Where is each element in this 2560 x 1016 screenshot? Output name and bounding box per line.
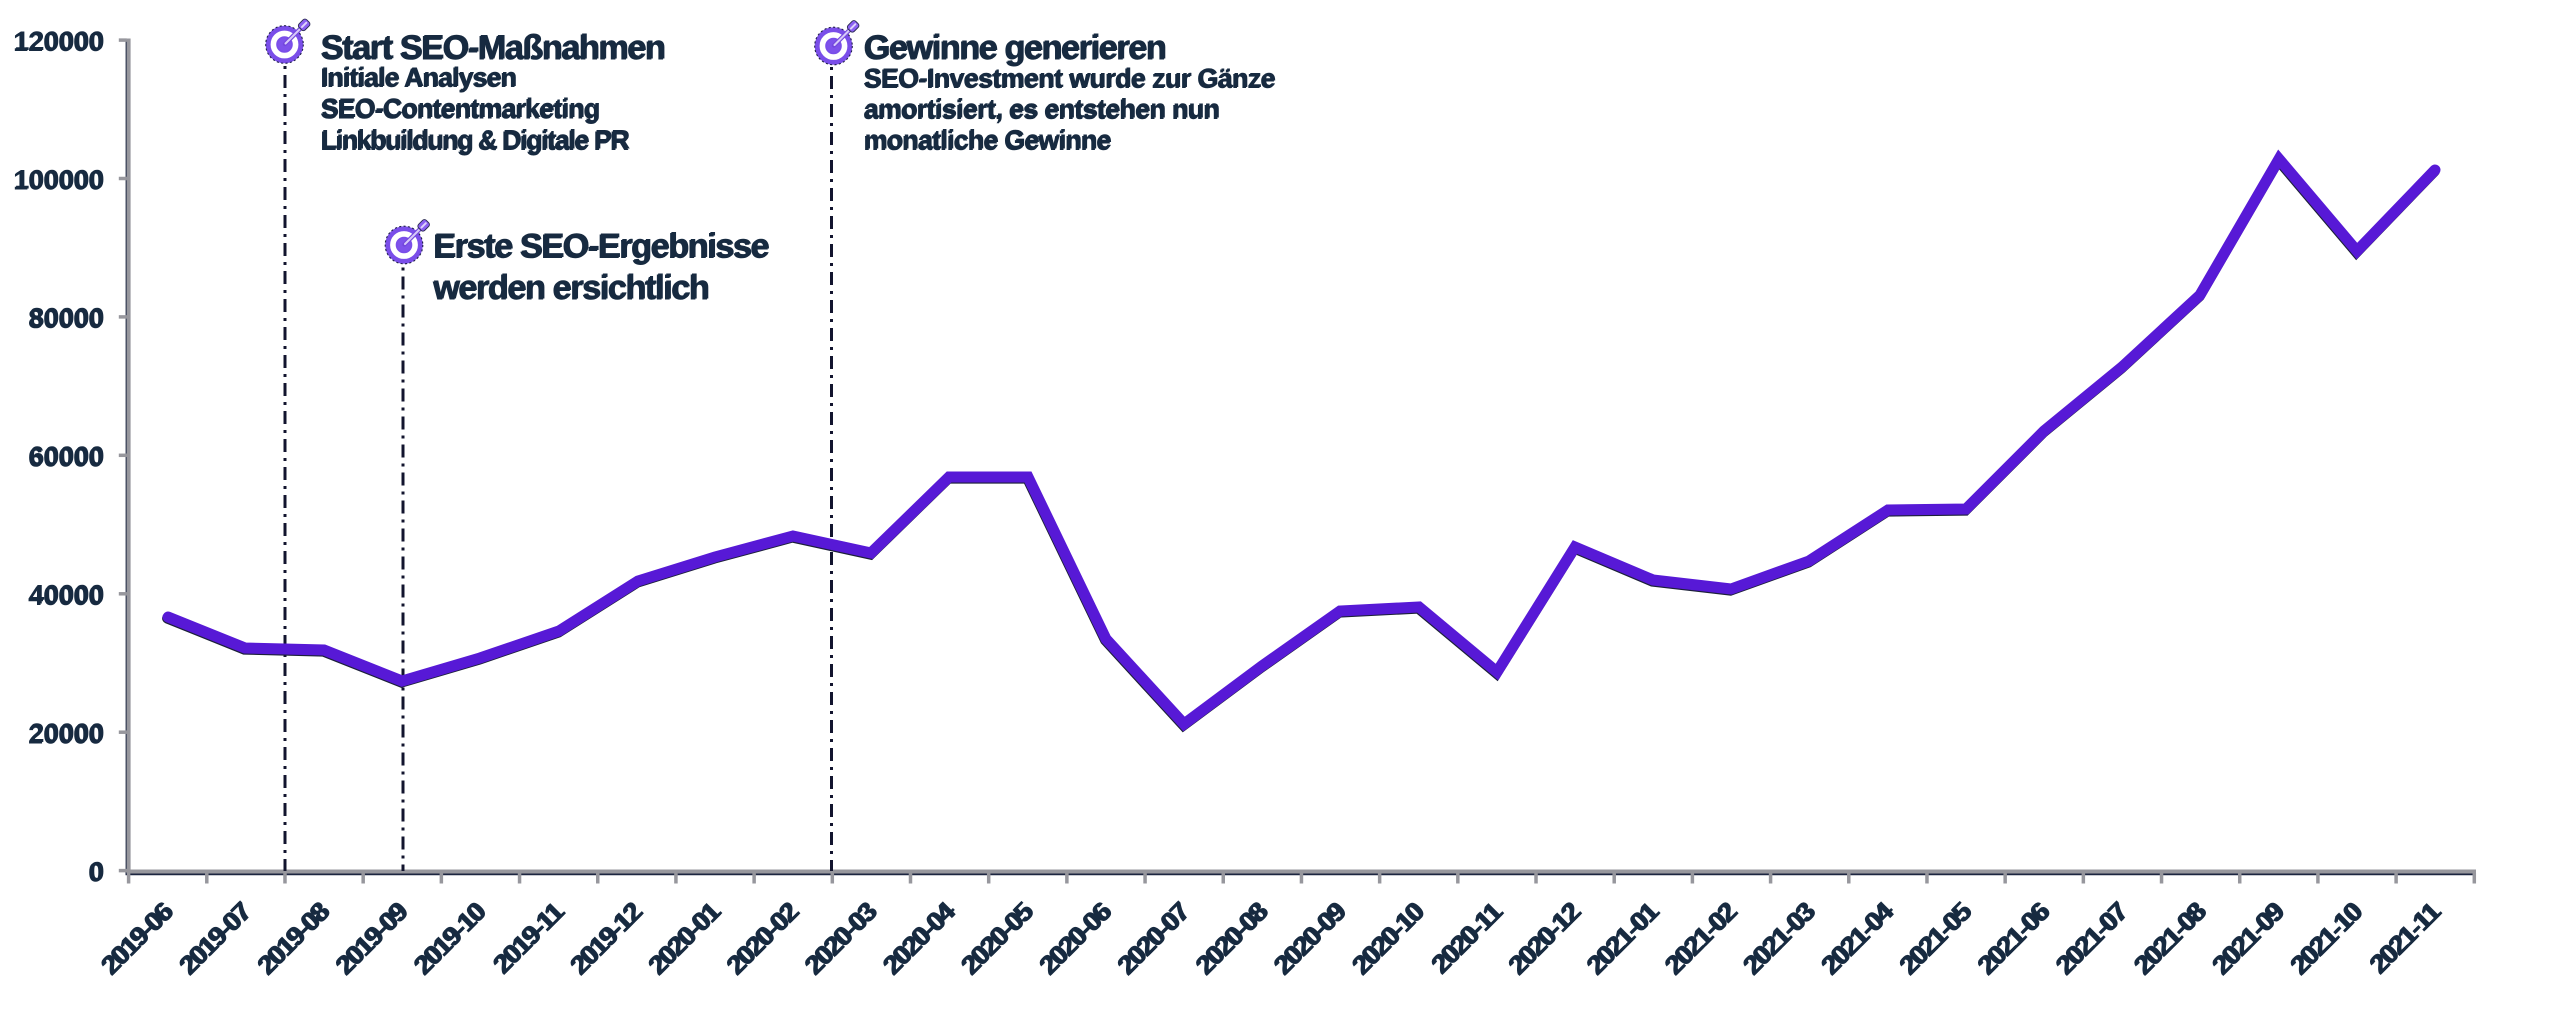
svg-text:Initiale Analysen: Initiale Analysen [320, 63, 515, 93]
svg-text:Start SEO-Maßnahmen: Start SEO-Maßnahmen [322, 28, 666, 66]
svg-text:SEO-Investment wurde zur Gänze: SEO-Investment wurde zur Gänze [863, 64, 1274, 94]
svg-text:2020-07: 2020-07 [1112, 896, 1196, 980]
svg-text:monatliche Gewinne: monatliche Gewinne [865, 125, 1112, 155]
svg-text:40000: 40000 [29, 580, 104, 610]
svg-text:2021-11: 2021-11 [2364, 896, 2446, 978]
svg-text:Linkbuildung & Digitale PR: Linkbuildung & Digitale PR [322, 125, 631, 155]
svg-text:0: 0 [89, 856, 104, 886]
svg-text:Gewinne generieren: Gewinne generieren [863, 30, 1165, 68]
svg-text:2020-01: 2020-01 [643, 896, 727, 980]
svg-text:Erste SEO-Ergebnisse: Erste SEO-Ergebnisse [434, 227, 769, 265]
svg-text:2020-03: 2020-03 [800, 896, 884, 980]
svg-text:2021-07: 2021-07 [2051, 896, 2135, 980]
svg-text:2020-10: 2020-10 [1347, 896, 1431, 980]
svg-text:2019-07: 2019-07 [174, 896, 258, 980]
svg-text:60000: 60000 [28, 442, 103, 472]
svg-text:Initiale Analysen: Initiale Analysen [322, 62, 517, 92]
svg-text:2021-01: 2021-01 [1581, 896, 1665, 980]
svg-text:werden ersichtlich: werden ersichtlich [432, 270, 708, 308]
svg-text:SEO-Contentmarketing: SEO-Contentmarketing [322, 93, 601, 123]
svg-text:20000: 20000 [28, 719, 103, 749]
svg-text:100000: 100000 [13, 166, 103, 196]
svg-text:2019-12: 2019-12 [565, 896, 649, 980]
svg-text:2019-06: 2019-06 [96, 896, 180, 980]
svg-text:2020-02: 2020-02 [721, 896, 805, 980]
svg-text:2020-08: 2020-08 [1190, 896, 1274, 980]
svg-text:Erste SEO-Ergebnisse: Erste SEO-Ergebnisse [433, 228, 768, 266]
svg-text:amortisiert, es entstehen nun: amortisiert, es entstehen nun [865, 94, 1220, 124]
svg-text:2021-05: 2021-05 [1894, 896, 1978, 980]
svg-text:2019-08: 2019-08 [252, 896, 336, 980]
svg-text:2020-04: 2020-04 [878, 895, 962, 979]
svg-text:2019-10: 2019-10 [409, 896, 493, 980]
svg-text:2021-03: 2021-03 [1738, 896, 1822, 980]
svg-text:werden ersichtlich: werden ersichtlich [433, 268, 709, 306]
svg-text:2021-09: 2021-09 [2207, 896, 2291, 980]
svg-text:2020-11: 2020-11 [1426, 896, 1508, 978]
svg-text:100000: 100000 [14, 164, 104, 194]
svg-text:2019-11: 2019-11 [488, 896, 570, 978]
svg-text:2021-06: 2021-06 [1972, 896, 2056, 980]
svg-text:120000: 120000 [14, 26, 104, 56]
svg-text:SEO-Investment wurde zur Gänze: SEO-Investment wurde zur Gänze [865, 63, 1276, 93]
svg-text:2019-09: 2019-09 [330, 896, 414, 980]
svg-text:2020-06: 2020-06 [1034, 896, 1118, 980]
svg-text:SEO-Contentmarketing: SEO-Contentmarketing [320, 95, 599, 125]
svg-text:2021-04: 2021-04 [1816, 895, 1900, 979]
svg-text:2021-10: 2021-10 [2285, 896, 2369, 980]
svg-text:2020-05: 2020-05 [956, 896, 1040, 980]
svg-text:Linkbuildung & Digitale PR: Linkbuildung & Digitale PR [320, 126, 629, 156]
svg-text:20000: 20000 [29, 718, 104, 748]
svg-text:80000: 80000 [29, 303, 104, 333]
svg-text:0: 0 [88, 858, 103, 888]
svg-text:40000: 40000 [28, 581, 103, 611]
svg-text:2020-09: 2020-09 [1269, 896, 1353, 980]
svg-text:2020-12: 2020-12 [1503, 896, 1587, 980]
svg-text:monatliche Gewinne: monatliche Gewinne [863, 126, 1110, 156]
svg-text:2021-08: 2021-08 [2129, 896, 2213, 980]
svg-text:Start SEO-Maßnahmen: Start SEO-Maßnahmen [320, 30, 664, 68]
svg-text:80000: 80000 [28, 304, 103, 334]
svg-text:120000: 120000 [13, 27, 103, 57]
svg-text:amortisiert, es entstehen nun: amortisiert, es entstehen nun [863, 95, 1218, 125]
svg-text:Gewinne generieren: Gewinne generieren [865, 28, 1167, 66]
svg-text:60000: 60000 [29, 441, 104, 471]
svg-text:2021-02: 2021-02 [1660, 896, 1744, 980]
